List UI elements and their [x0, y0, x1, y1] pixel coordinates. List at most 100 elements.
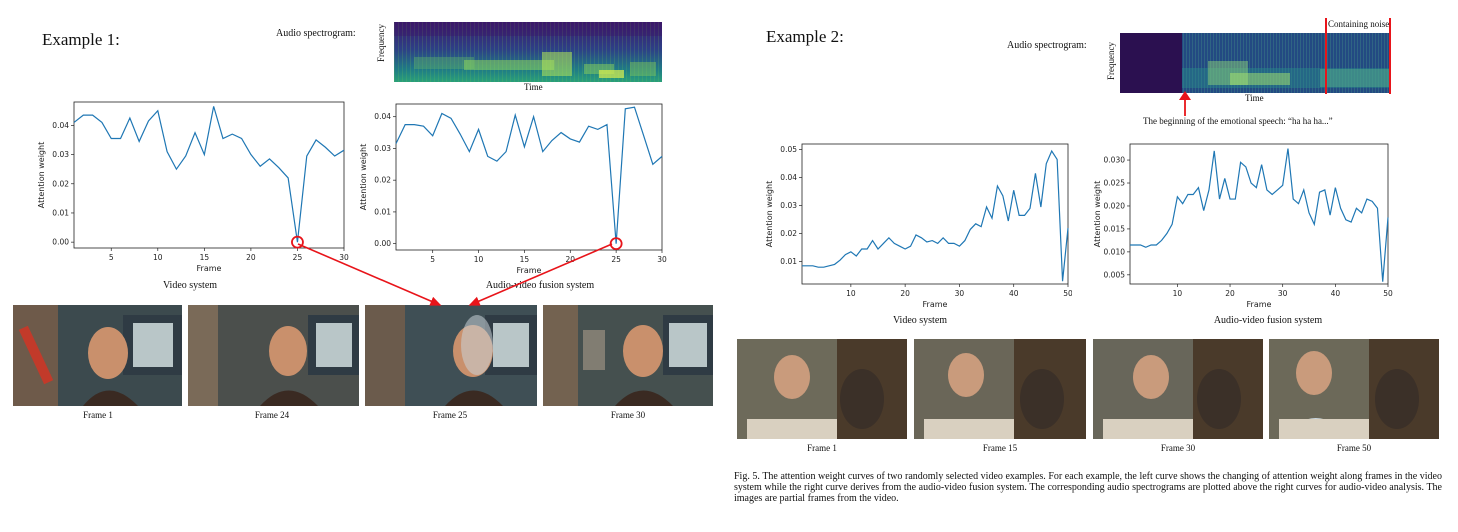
example2-frame-label-30: Frame 30	[1160, 443, 1196, 453]
x-tick-label: 15	[520, 255, 530, 264]
y-tick-label: 0.04	[374, 112, 391, 121]
example2-title: Example 2:	[766, 27, 844, 46]
x-tick-label: 10	[846, 289, 856, 298]
x-tick-label: 20	[900, 289, 910, 298]
example2-frame-image-50	[1269, 339, 1439, 439]
example1-frame-image-1	[13, 305, 182, 406]
figure-caption: Fig. 5. The attention weight curves of t…	[734, 471, 1442, 504]
x-tick-label: 25	[293, 253, 303, 262]
y-tick-label: 0.00	[52, 238, 69, 247]
x-tick-label: 5	[109, 253, 114, 262]
x-tick-label: 40	[1009, 289, 1019, 298]
arrow-to-frame-25-right	[468, 243, 613, 306]
y-tick-label: 0.05	[780, 145, 797, 154]
y-tick-label: 0.005	[1104, 270, 1126, 279]
example2-emotion-note: The beginning of the emotional speech: “…	[1143, 116, 1333, 126]
example1-fusion-chart: 5 10 15 20 25 30 0.00 0.01 0.02 0.03 0.04 Frame Atte…	[359, 103, 667, 275]
plot-frame	[73, 101, 345, 249]
x-axis-label: Frame	[923, 300, 948, 309]
plot-frame	[801, 143, 1069, 285]
y-axis-label: Attention weight	[1093, 181, 1102, 247]
x-tick-label: 30	[1278, 289, 1288, 298]
example2-frame-image-15	[914, 339, 1086, 439]
x-tick-label: 10	[153, 253, 163, 262]
y-tick-label: 0.04	[780, 173, 797, 182]
x-tick-label: 25	[611, 255, 621, 264]
example2-spectro-ylabel: Frequency	[1106, 42, 1116, 80]
example2-frame-image-30	[1093, 339, 1263, 439]
y-tick-label: 0.01	[52, 208, 69, 217]
example1-frame-image-30	[543, 305, 713, 406]
example2-frame-label-15: Frame 15	[982, 443, 1018, 453]
y-tick-label: 0.04	[52, 121, 69, 130]
x-tick-label: 20	[566, 255, 576, 264]
y-tick-label: 0.03	[780, 201, 797, 210]
y-tick-label: 0.030	[1104, 156, 1126, 165]
x-tick-label: 10	[474, 255, 484, 264]
attention-weight-line	[1130, 148, 1389, 282]
example2-fusion-chart: 10 20 30 40 50 0.005 0.010 0.015 0.020 0.025 0.030…	[1093, 143, 1393, 309]
arrow-to-frame-25-left	[297, 243, 442, 306]
y-tick-label: 0.015	[1104, 224, 1126, 233]
example2-emotion-arrow	[1179, 91, 1191, 116]
y-tick-label: 0.02	[374, 176, 391, 185]
y-tick-label: 0.010	[1104, 247, 1126, 256]
y-tick-label: 0.01	[780, 257, 797, 266]
example1-title: Example 1:	[42, 30, 120, 49]
example1-frame-image-25	[365, 305, 537, 406]
y-axis-label: Attention weight	[359, 144, 368, 210]
x-tick-label: 30	[657, 255, 667, 264]
example2-video-chart: 10 20 30 40 50 0.01 0.02 0.03 0.04 0.05 Frame Atten…	[765, 143, 1072, 309]
example2-video-subtitle: Video system	[892, 315, 948, 326]
x-axis-label: Frame	[197, 264, 222, 273]
x-tick-label: 50	[1383, 289, 1393, 298]
example2-noise-box	[1325, 18, 1391, 94]
plot-frame	[1129, 143, 1389, 285]
y-tick-label: 0.03	[374, 144, 391, 153]
y-tick-label: 0.01	[374, 207, 391, 216]
example1-frame-label-24: Frame 24	[254, 410, 290, 420]
attention-weight-line	[802, 149, 1069, 282]
attention-weight-line	[395, 106, 663, 244]
y-tick-label: 0.02	[52, 179, 69, 188]
example2-noise-label: Containing noise	[1328, 19, 1390, 29]
example1-frame-label-30: Frame 30	[610, 410, 646, 420]
example1-video-chart: 5 10 15 20 25 30 0.00 0.01 0.02 0.03 0.04 Frame Atte…	[37, 101, 349, 273]
attention-weight-line	[73, 106, 345, 243]
highlight-circle	[609, 237, 623, 251]
example1-spectro-xlabel: Time	[524, 82, 543, 92]
x-axis-label: Frame	[517, 266, 542, 275]
y-axis-label: Attention weight	[37, 142, 46, 208]
y-tick-label: 0.020	[1104, 201, 1126, 210]
example1-spectrogram-label: Audio spectrogram:	[276, 28, 356, 39]
x-tick-label: 40	[1331, 289, 1341, 298]
y-tick-label: 0.03	[52, 150, 69, 159]
plot-frame	[395, 103, 663, 251]
example2-frame-label-50: Frame 50	[1336, 443, 1372, 453]
highlight-circle	[291, 235, 304, 249]
y-tick-label: 0.02	[780, 229, 797, 238]
x-tick-label: 10	[1173, 289, 1183, 298]
example1-spectrogram	[394, 22, 662, 82]
example2-spectrogram	[1120, 33, 1390, 93]
y-axis-label: Attention weight	[765, 181, 774, 247]
x-tick-label: 30	[955, 289, 965, 298]
example2-frame-image-1	[737, 339, 907, 439]
x-tick-label: 20	[1225, 289, 1235, 298]
example1-video-subtitle: Video system	[162, 280, 218, 291]
x-axis-label: Frame	[1247, 300, 1272, 309]
example1-frame-label-25: Frame 25	[432, 410, 468, 420]
x-tick-label: 30	[339, 253, 349, 262]
x-tick-label: 50	[1063, 289, 1072, 298]
x-tick-label: 20	[246, 253, 256, 262]
x-tick-label: 5	[430, 255, 435, 264]
y-tick-label: 0.025	[1104, 179, 1126, 188]
example2-frame-label-1: Frame 1	[807, 443, 837, 453]
example1-frame-label-1: Frame 1	[83, 410, 113, 420]
example1-fusion-subtitle: Audio-video fusion system	[485, 280, 595, 291]
y-tick-label: 0.00	[374, 239, 391, 248]
example2-spectrogram-label: Audio spectrogram:	[1007, 40, 1087, 51]
example2-fusion-subtitle: Audio-video fusion system	[1213, 315, 1323, 326]
